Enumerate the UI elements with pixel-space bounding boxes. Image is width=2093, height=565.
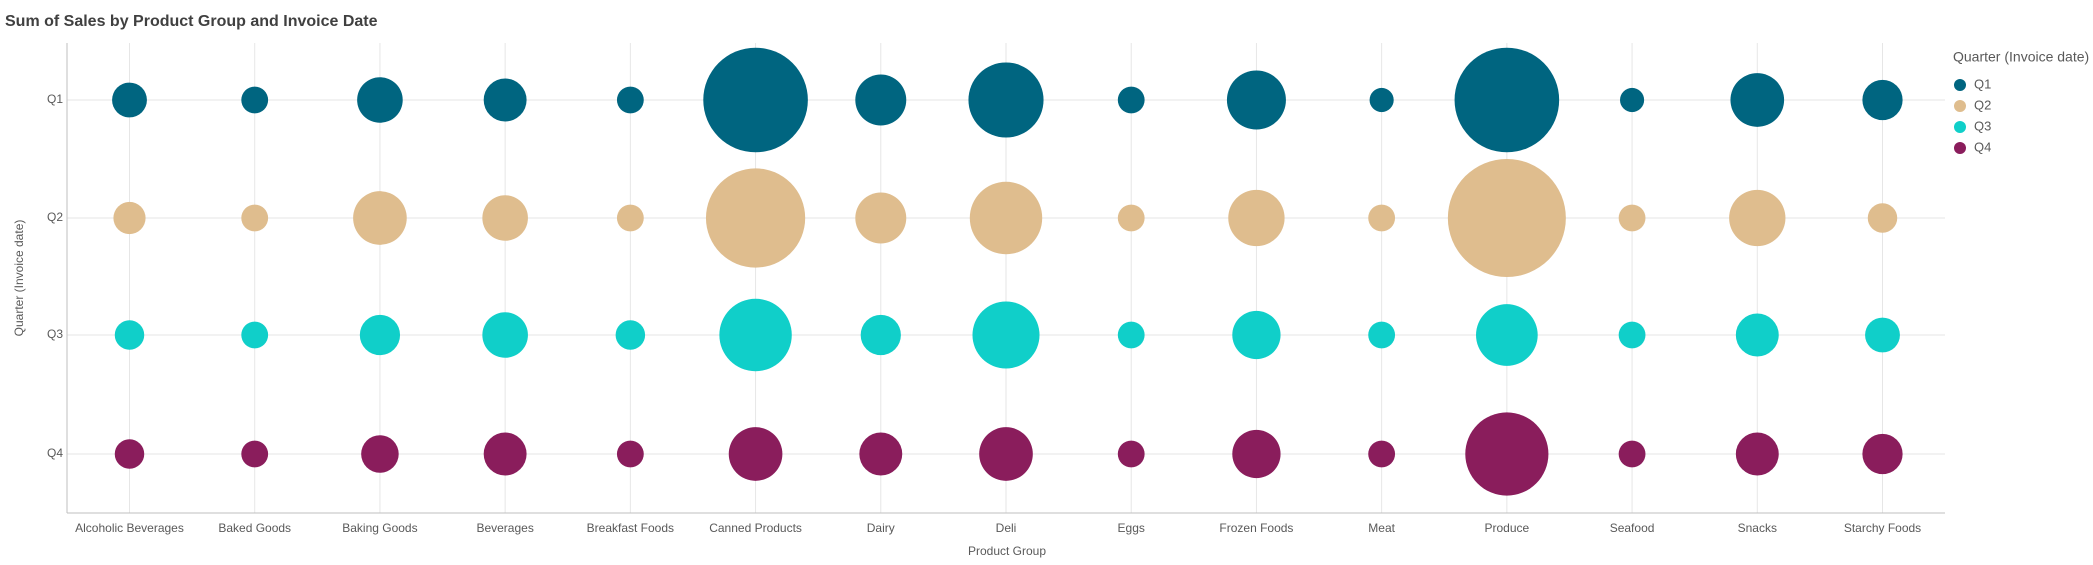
bubble [1618, 204, 1646, 232]
bubble [1735, 432, 1779, 476]
legend-swatch [1954, 79, 1966, 91]
bubble [979, 427, 1033, 481]
bubble [482, 195, 528, 241]
bubble [1867, 203, 1898, 233]
x-tick-label: Seafood [1610, 521, 1655, 535]
bubble [705, 168, 806, 268]
bubble [1226, 70, 1286, 130]
bubble [112, 82, 147, 118]
bubble [1232, 429, 1281, 479]
bubble [859, 432, 903, 476]
legend-swatch [1954, 142, 1966, 154]
bubble [1862, 79, 1903, 121]
legend-swatch [1954, 100, 1966, 112]
x-axis-title: Product Group [968, 544, 1046, 558]
y-tick-label: Q1 [47, 92, 63, 106]
bubble [1228, 189, 1285, 247]
bubble [1465, 412, 1549, 496]
bubble [113, 201, 146, 235]
bubble [1620, 87, 1645, 113]
bubble [855, 192, 907, 244]
bubble [1447, 159, 1566, 277]
bubble [359, 314, 401, 356]
x-tick-label: Starchy Foods [1844, 521, 1921, 535]
y-tick-label: Q2 [47, 210, 63, 224]
bubble [353, 191, 407, 245]
bubble [1618, 321, 1646, 349]
bubble [616, 204, 644, 232]
bubble [114, 320, 145, 350]
x-tick-label: Produce [1485, 521, 1530, 535]
bubble [719, 298, 792, 372]
legend-label: Q2 [1974, 97, 1991, 112]
chart-title: Sum of Sales by Product Group and Invoic… [5, 13, 378, 30]
bubble [1117, 440, 1145, 468]
x-tick-label: Baking Goods [342, 521, 417, 535]
y-axis-title: Quarter (Invoice date) [12, 220, 26, 337]
x-tick-label: Alcoholic Beverages [75, 521, 184, 535]
bubble [855, 74, 907, 126]
bubble [357, 77, 403, 123]
x-tick-label: Snacks [1738, 521, 1777, 535]
legend-label: Q1 [1974, 76, 1991, 91]
bubble [728, 427, 783, 481]
bubble [860, 314, 901, 356]
bubble [1454, 47, 1560, 153]
bubble [1476, 304, 1538, 366]
x-tick-label: Deli [996, 521, 1017, 535]
bubble [1117, 86, 1145, 114]
legend-title: Quarter (Invoice date) [1953, 49, 2089, 65]
bubble [1117, 321, 1145, 349]
bubble [1618, 440, 1646, 468]
x-tick-label: Dairy [867, 521, 895, 535]
bubble [482, 312, 528, 358]
y-tick-label: Q3 [47, 327, 63, 341]
x-tick-label: Canned Products [709, 521, 802, 535]
bubble [1862, 433, 1903, 475]
bubble [361, 435, 399, 473]
bubble [616, 440, 644, 468]
bubble [1735, 313, 1779, 357]
bubble [1232, 310, 1281, 360]
bubble [241, 204, 269, 232]
bubble [615, 320, 646, 350]
bubble [1730, 73, 1785, 127]
x-tick-label: Eggs [1118, 521, 1145, 535]
bubble [1369, 87, 1394, 113]
bubble [483, 78, 527, 122]
bubble [241, 440, 269, 468]
x-tick-label: Meat [1368, 521, 1395, 535]
x-tick-label: Breakfast Foods [587, 521, 674, 535]
bubble [1368, 440, 1396, 468]
bubble [969, 181, 1043, 255]
bubble [241, 321, 269, 349]
bubble [1117, 204, 1145, 232]
bubble [1368, 204, 1396, 232]
bubble [1729, 189, 1786, 247]
bubble [1865, 317, 1900, 353]
bubble [616, 86, 644, 114]
bubble [241, 86, 269, 114]
legend-label: Q4 [1974, 139, 1991, 154]
x-tick-label: Frozen Foods [1219, 521, 1293, 535]
x-tick-label: Baked Goods [218, 521, 291, 535]
bubble [114, 439, 145, 469]
x-tick-label: Beverages [476, 521, 533, 535]
y-tick-label: Q4 [47, 446, 63, 460]
legend-label: Q3 [1974, 118, 1991, 133]
bubble [483, 432, 527, 476]
bubble [968, 62, 1044, 138]
bubble [972, 301, 1040, 369]
legend-swatch [1954, 121, 1966, 133]
bubble [703, 47, 808, 153]
bubble [1368, 321, 1396, 349]
